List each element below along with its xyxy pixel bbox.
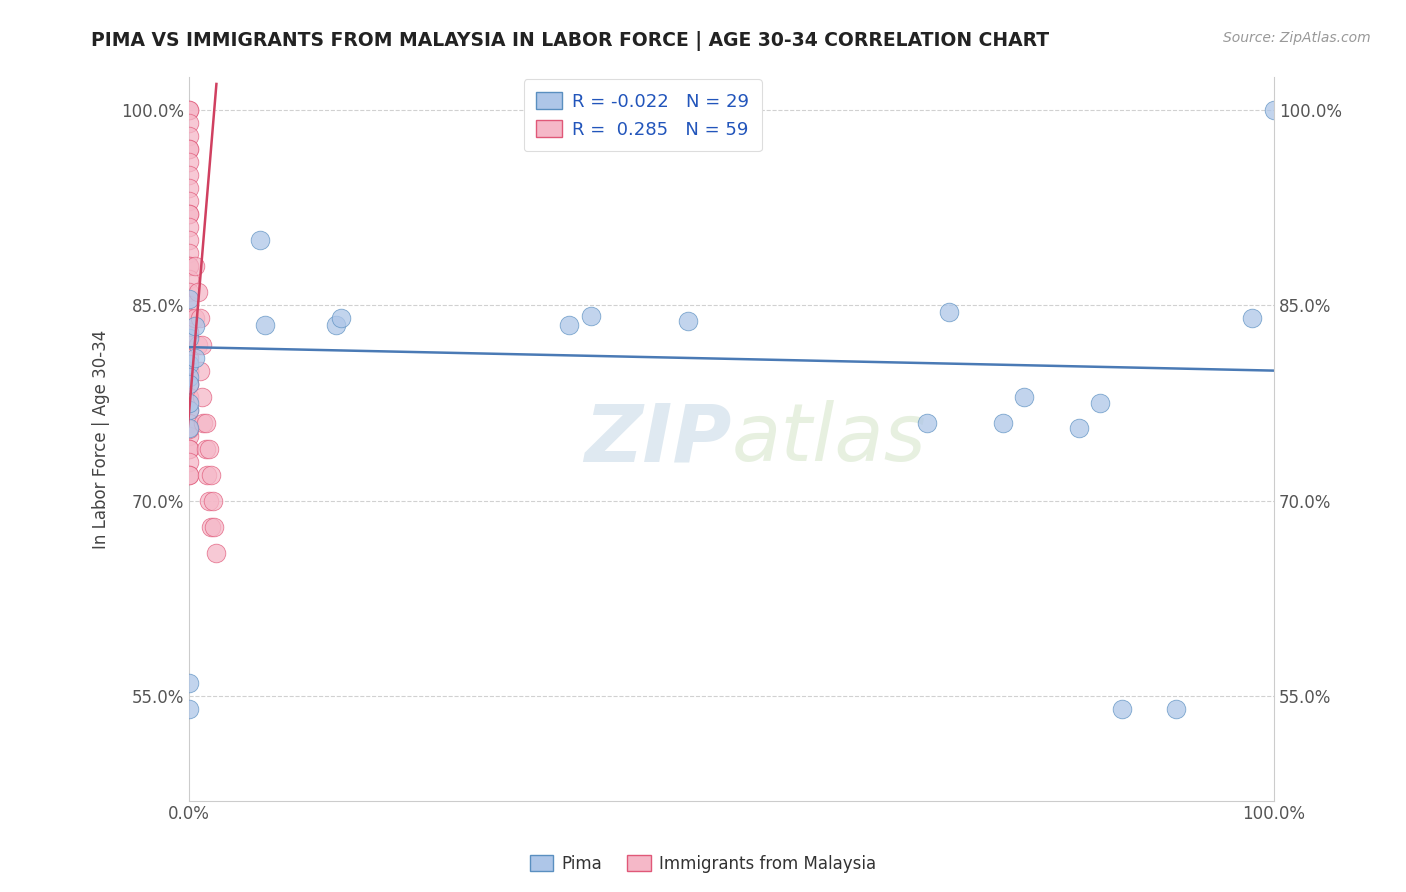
Point: [179, 702, 201, 716]
Point: [179, 298, 201, 312]
Point: [179, 467, 201, 482]
Point: [325, 318, 347, 332]
Point: [179, 129, 201, 144]
Point: [187, 337, 209, 351]
Point: [194, 416, 217, 430]
Point: [179, 467, 201, 482]
Point: [179, 390, 201, 404]
Point: [179, 422, 201, 436]
Point: [205, 546, 228, 560]
Point: [179, 325, 201, 339]
Point: [188, 363, 211, 377]
Point: [179, 311, 201, 326]
Point: [200, 520, 222, 534]
Point: [558, 318, 581, 332]
Text: PIMA VS IMMIGRANTS FROM MALAYSIA IN LABOR FORCE | AGE 30-34 CORRELATION CHART: PIMA VS IMMIGRANTS FROM MALAYSIA IN LABO…: [91, 31, 1049, 51]
Point: [915, 416, 938, 430]
Point: [179, 331, 201, 345]
Point: [179, 442, 201, 456]
Point: [179, 233, 201, 247]
Point: [179, 220, 201, 235]
Point: [179, 103, 201, 117]
Point: [179, 155, 201, 169]
Point: [179, 370, 201, 384]
Point: [179, 429, 201, 443]
Point: [179, 194, 201, 209]
Point: [179, 285, 201, 300]
Point: [179, 337, 201, 351]
Point: [179, 376, 201, 391]
Point: [183, 260, 205, 274]
Legend: R = -0.022   N = 29, R =  0.285   N = 59: R = -0.022 N = 29, R = 0.285 N = 59: [523, 79, 762, 151]
Point: [330, 311, 353, 326]
Point: [200, 467, 222, 482]
Point: [195, 467, 218, 482]
Point: [1111, 702, 1133, 716]
Point: [187, 285, 209, 300]
Point: [179, 207, 201, 221]
Point: [202, 520, 225, 534]
Point: [179, 363, 201, 377]
Point: [202, 494, 225, 508]
Point: [179, 260, 201, 274]
Point: [179, 442, 201, 456]
Point: [179, 116, 201, 130]
Point: [1067, 421, 1090, 435]
Point: [1241, 311, 1264, 326]
Legend: Pima, Immigrants from Malaysia: Pima, Immigrants from Malaysia: [523, 848, 883, 880]
Point: [179, 455, 201, 469]
Point: [249, 233, 271, 247]
Point: [179, 421, 201, 435]
Point: [179, 260, 201, 274]
Point: [254, 318, 277, 332]
Point: [179, 357, 201, 371]
Point: [179, 363, 201, 377]
Point: [191, 390, 214, 404]
Text: atlas: atlas: [731, 400, 927, 478]
Point: [183, 311, 205, 326]
Point: [179, 272, 201, 286]
Point: [1014, 390, 1036, 404]
Point: [188, 311, 211, 326]
Point: [179, 416, 201, 430]
Point: [179, 292, 201, 306]
Y-axis label: In Labor Force | Age 30-34: In Labor Force | Age 30-34: [93, 329, 110, 549]
Point: [1166, 702, 1188, 716]
Point: [676, 314, 699, 328]
Point: [579, 309, 602, 323]
Point: [991, 416, 1014, 430]
Point: [179, 363, 201, 377]
Point: [194, 442, 217, 456]
Point: [179, 402, 201, 417]
Point: [179, 676, 201, 690]
Point: [179, 168, 201, 182]
Point: [183, 351, 205, 365]
Point: [191, 337, 214, 351]
Point: [179, 246, 201, 260]
Point: [938, 305, 960, 319]
Text: Source: ZipAtlas.com: Source: ZipAtlas.com: [1223, 31, 1371, 45]
Point: [179, 142, 201, 156]
Point: [193, 416, 215, 430]
Text: ZIP: ZIP: [585, 400, 731, 478]
Point: [179, 207, 201, 221]
Point: [179, 402, 201, 417]
Point: [179, 142, 201, 156]
Point: [179, 376, 201, 391]
Point: [1263, 103, 1285, 117]
Point: [179, 103, 201, 117]
Point: [183, 319, 205, 334]
Point: [179, 351, 201, 365]
Point: [179, 376, 201, 391]
Point: [179, 181, 201, 195]
Point: [179, 396, 201, 410]
Point: [1090, 396, 1112, 410]
Point: [179, 325, 201, 339]
Point: [198, 442, 221, 456]
Point: [198, 494, 221, 508]
